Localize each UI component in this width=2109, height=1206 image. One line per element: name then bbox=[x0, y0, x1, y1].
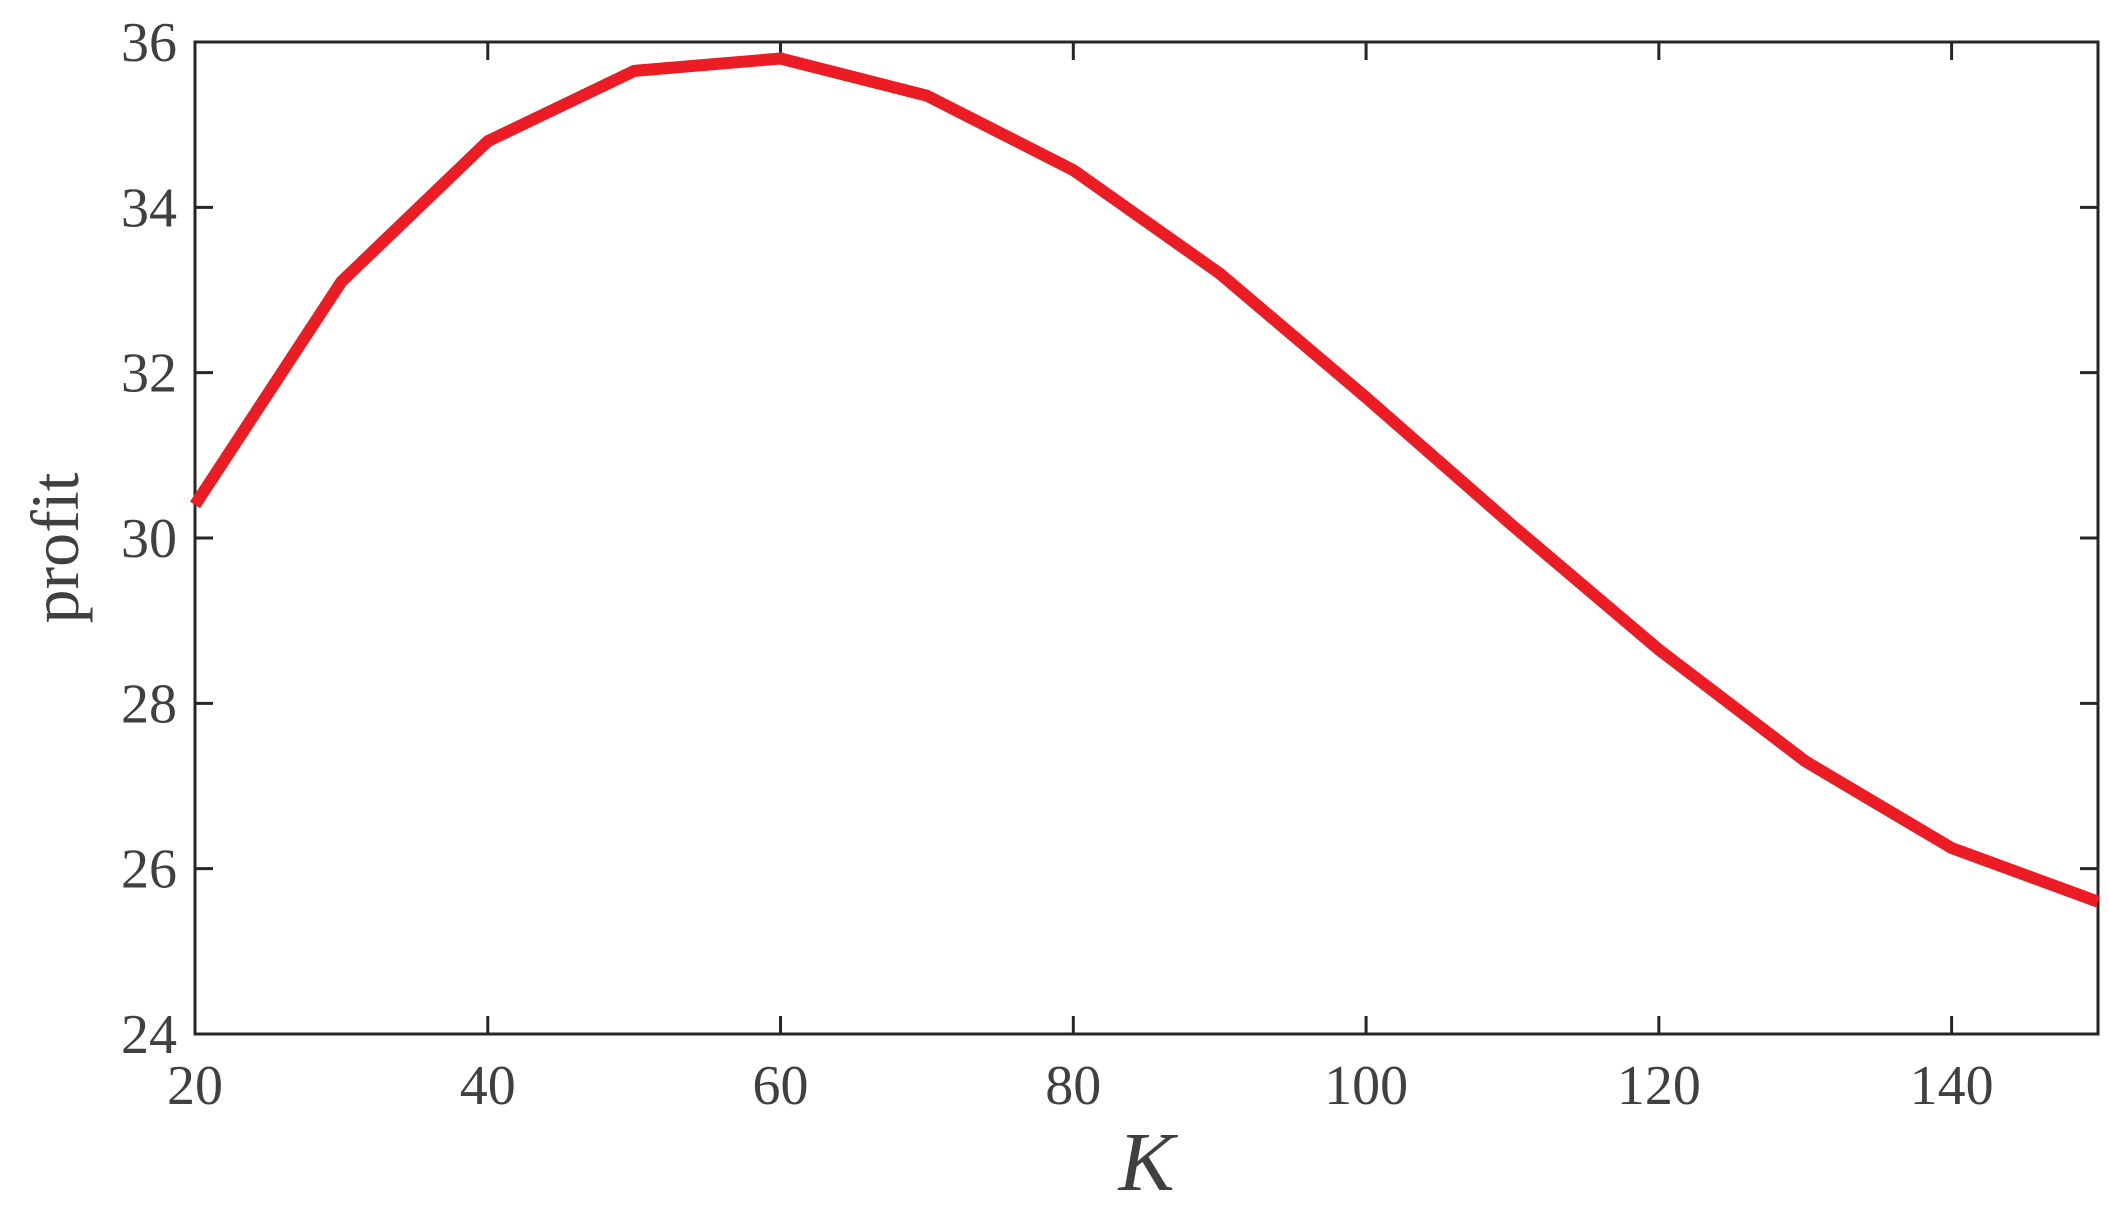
x-tick-label: 20 bbox=[167, 1055, 223, 1117]
y-tick-label: 36 bbox=[121, 12, 177, 74]
x-tick-label: 140 bbox=[1910, 1055, 1994, 1117]
y-tick-label: 34 bbox=[121, 177, 177, 239]
y-axis-title: profit bbox=[17, 472, 93, 623]
y-tick-label: 26 bbox=[121, 839, 177, 901]
y-tick-label: 24 bbox=[121, 1004, 177, 1066]
x-axis-ticks: 20 40 60 80 100 120 140 bbox=[167, 42, 1994, 1117]
x-tick-label: 100 bbox=[1324, 1055, 1408, 1117]
series-layer bbox=[189, 52, 2101, 908]
x-tick-label: 120 bbox=[1617, 1055, 1701, 1117]
y-tick-label: 28 bbox=[121, 673, 177, 735]
y-tick-label: 30 bbox=[121, 508, 177, 570]
x-tick-label: 40 bbox=[460, 1055, 516, 1117]
x-tick-label: 60 bbox=[753, 1055, 809, 1117]
series-line-0 bbox=[189, 52, 2101, 908]
y-axis-ticks: 24 26 28 30 32 34 36 bbox=[121, 12, 2098, 1066]
x-tick-label: 80 bbox=[1045, 1055, 1101, 1117]
y-tick-label: 32 bbox=[121, 343, 177, 405]
x-axis-title: K bbox=[1117, 1116, 1178, 1206]
